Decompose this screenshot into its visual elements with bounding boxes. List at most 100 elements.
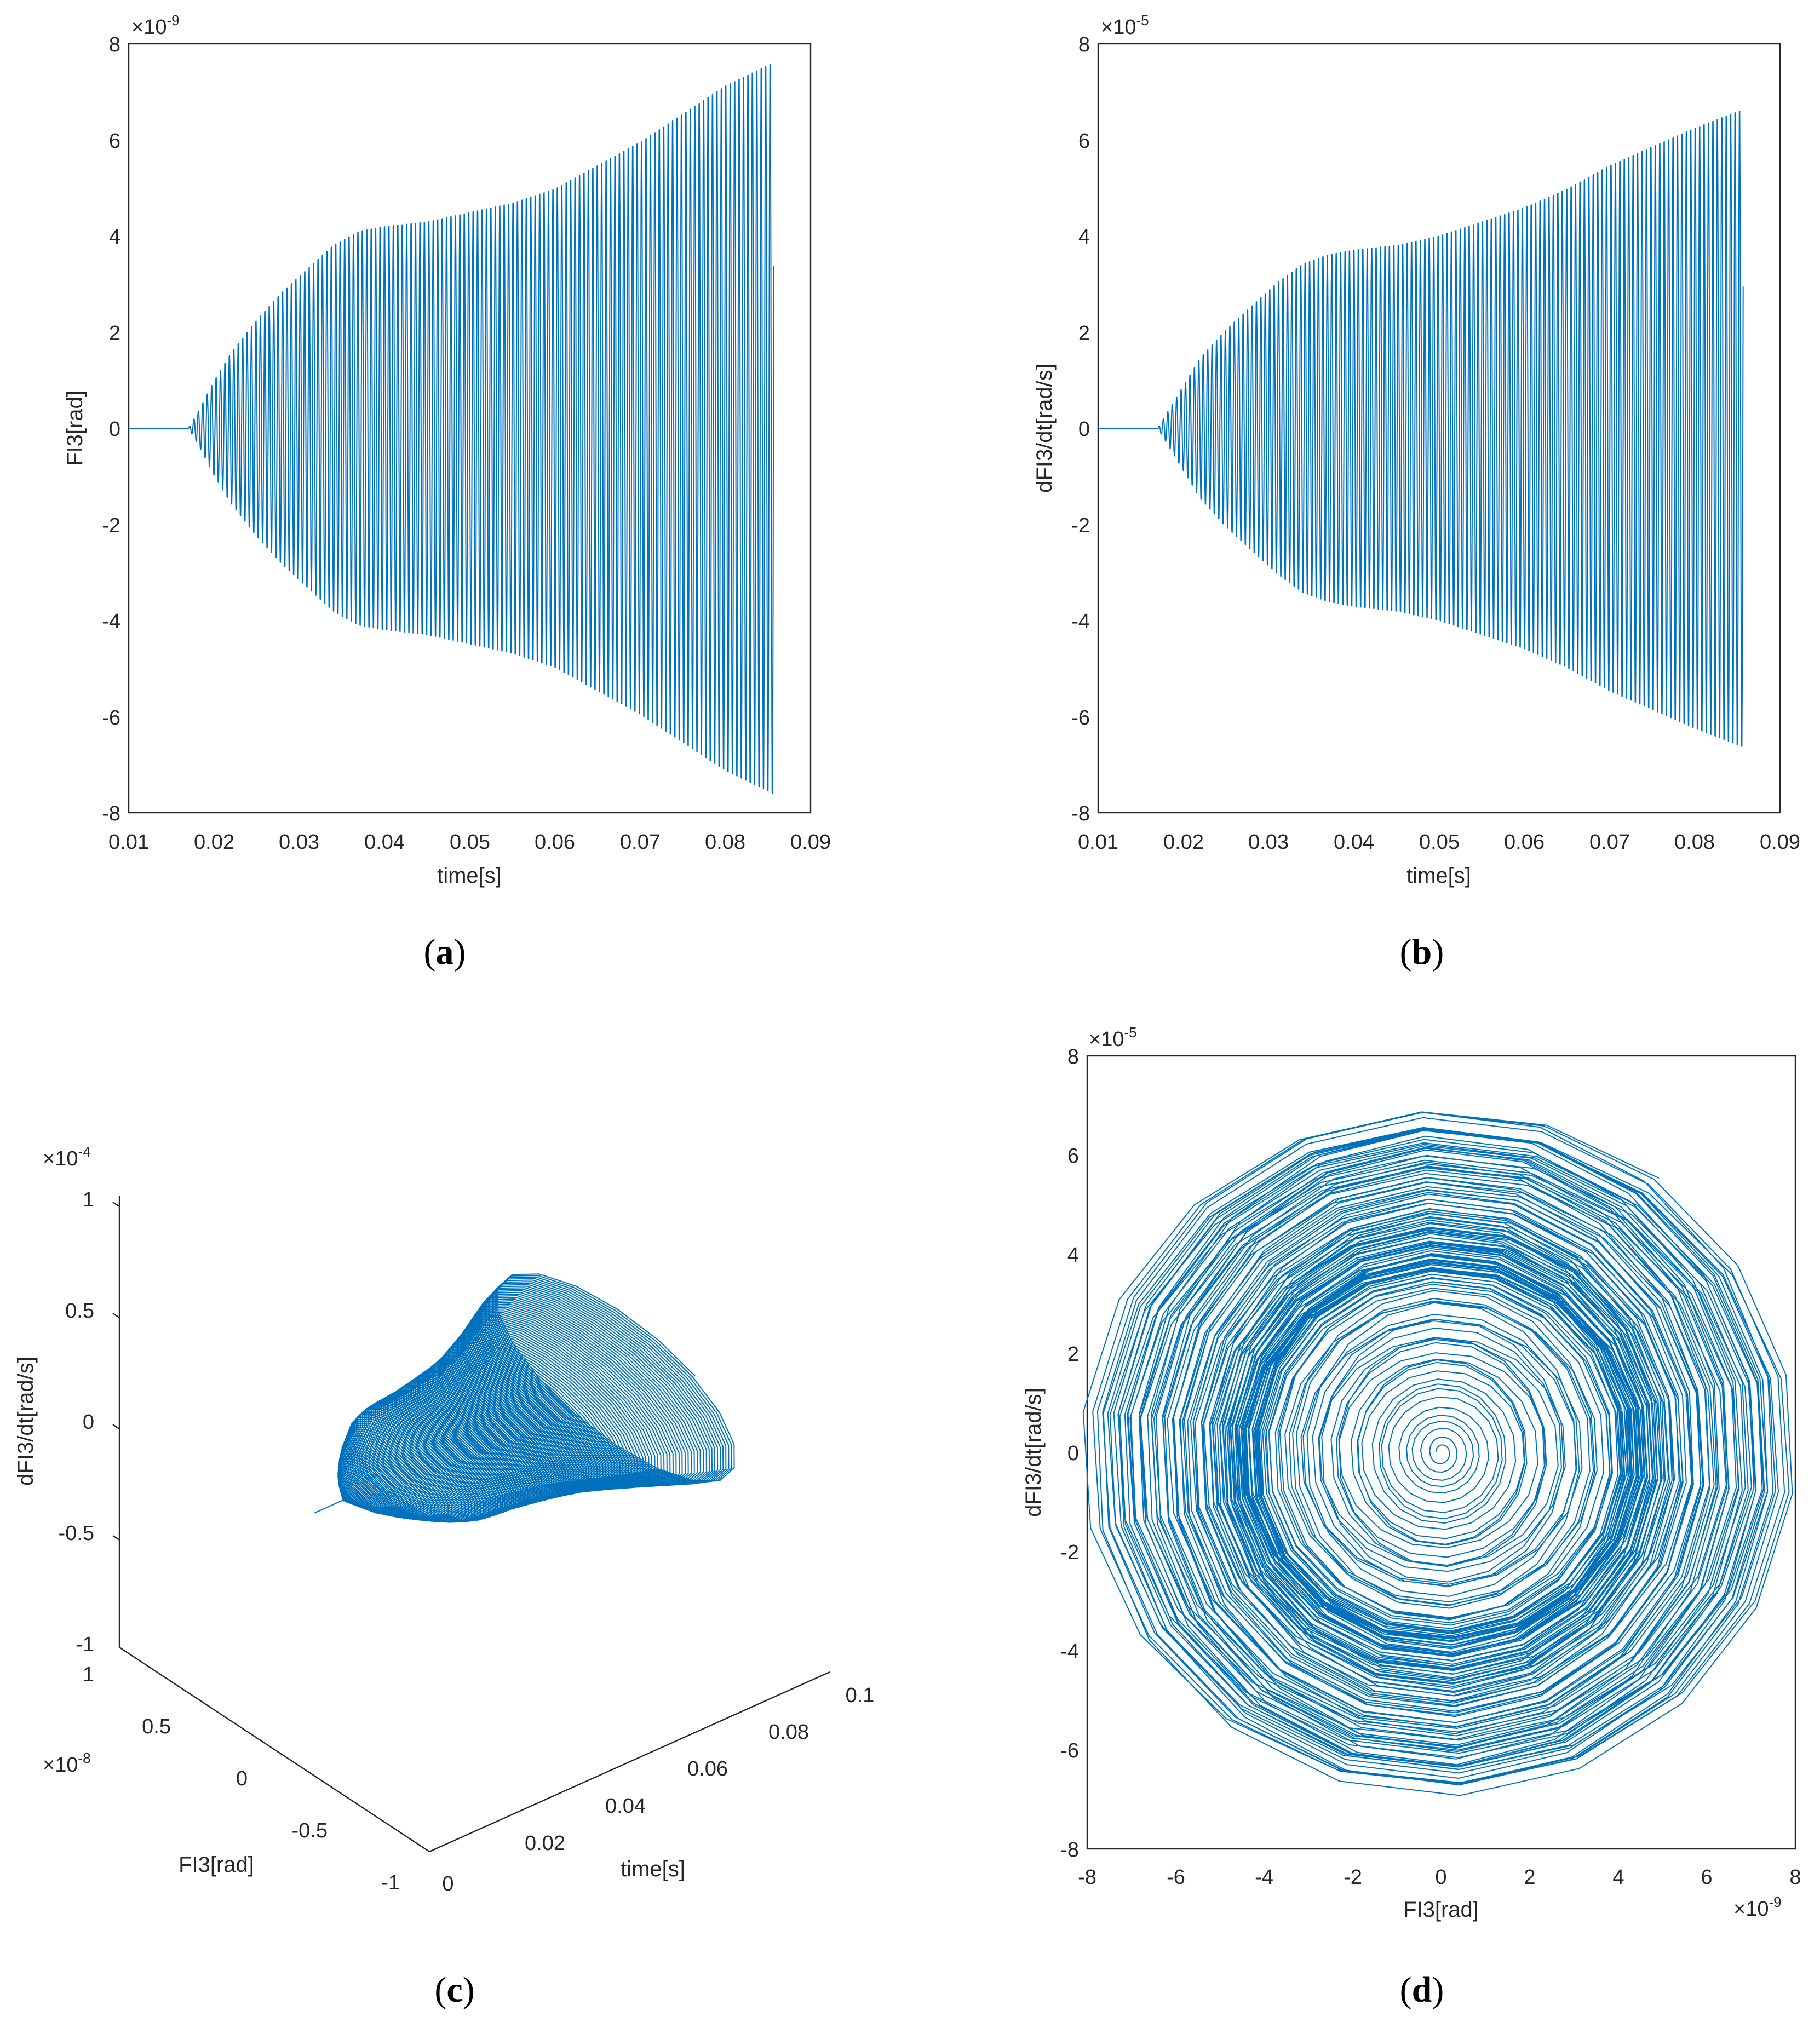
y-tick-label: -4: [1060, 1640, 1079, 1663]
x-axis-line: [429, 1671, 830, 1853]
x-tick-label: 0.06: [535, 831, 575, 854]
x-tick-label: 0.04: [1334, 831, 1374, 854]
y-tick-label: 6: [1078, 130, 1090, 153]
series-line-fi3: [129, 64, 774, 794]
x-exponent-label: ×10-9: [1733, 1894, 1782, 1921]
x-tick-label: 0.06: [687, 1757, 728, 1780]
x-tick: 0.02: [194, 831, 234, 854]
panel-b-xticks: 0.01 0.02 0.03 0.04 0.05 0.06 0.07 0.08 …: [1078, 831, 1800, 854]
y-tick-label: 4: [1078, 226, 1090, 249]
y-exponent-label: ×10-5: [1089, 1024, 1137, 1051]
x-tick: 0.05: [450, 831, 490, 854]
x-tick-label: 0.1: [846, 1684, 875, 1707]
panel-b-caption: (b): [1400, 932, 1444, 972]
y-tick-label: -6: [1071, 706, 1090, 729]
panel-d-caption: (d): [1400, 1970, 1444, 2010]
panel-c-yticks: 1 0.5 0 -0.5 -1: [83, 1663, 400, 1894]
panel-d-yticks: -8 -6 -4 -2 0 2 4 6 8: [1060, 1045, 1079, 1861]
x-tick-label: 0.05: [1419, 831, 1460, 854]
y-tick-label: 8: [1078, 33, 1090, 56]
y-tick-label: 8: [1067, 1045, 1079, 1068]
x-tick: 0.09: [790, 831, 831, 854]
x-axis-label: FI3[rad]: [1403, 1898, 1479, 1922]
y-exponent-label: ×10-8: [43, 1750, 91, 1777]
y-tick-label: 4: [109, 226, 120, 249]
y-tick-label: -2: [1071, 514, 1090, 537]
y-tick-label: 2: [109, 322, 120, 345]
x-axis-label: time[s]: [437, 864, 502, 888]
x-axis-label: time[s]: [1406, 864, 1471, 888]
y-axis-label: dFI3/dt[rad/s]: [1032, 364, 1057, 493]
y-tick-label: 6: [109, 130, 120, 153]
series-line: [1098, 110, 1744, 747]
panel-a: 0.01 0.02 0.03 0.04 0.05 0.06 0.07 0.08 …: [63, 12, 831, 972]
z-axis-label: dFI3/dt[rad/s]: [14, 1357, 38, 1486]
x-tick-label: 6: [1701, 1866, 1712, 1889]
x-tick-label: 4: [1612, 1866, 1624, 1889]
y-tick-label: 2: [1078, 322, 1090, 345]
series-line: [1082, 1111, 1793, 1796]
x-tick-label: 0.02: [1163, 831, 1204, 854]
x-tick-label: 0.07: [1589, 831, 1630, 854]
y-axis-label: FI3[rad]: [179, 1853, 254, 1877]
z-tick-label: 0.5: [65, 1300, 94, 1323]
z-tick-label: -0.5: [59, 1522, 94, 1545]
y-axis-label: dFI3/dt[rad/s]: [1021, 1388, 1046, 1517]
x-tick-label: 0.01: [1078, 831, 1118, 854]
z-tick-label: 1: [83, 1188, 94, 1211]
y-tick-label: -2: [102, 514, 120, 537]
x-tick-label: 0.03: [1248, 831, 1289, 854]
y-tick-label: -8: [102, 802, 120, 825]
series-line: [337, 1273, 735, 1523]
y-tick-label: 1: [83, 1663, 94, 1686]
z-tick-label: 0: [83, 1411, 94, 1434]
y-tick-label: -6: [102, 706, 120, 729]
y-axis-label: FI3[rad]: [63, 390, 87, 466]
z-tick-label: -1: [76, 1633, 94, 1656]
x-tick-label: -8: [1078, 1866, 1096, 1889]
panel-c-caption: (c): [434, 1970, 474, 2010]
y-tick-label: -1: [381, 1871, 400, 1894]
x-tick-label: 0.03: [279, 831, 319, 854]
x-tick-label: 0.08: [768, 1721, 809, 1744]
y-tick-label: 2: [1067, 1343, 1079, 1366]
x-tick-label: 0.07: [620, 831, 661, 854]
y-tick-label: -4: [102, 610, 120, 633]
x-tick-label: -6: [1167, 1866, 1185, 1889]
y-tick-label: -4: [1071, 610, 1090, 633]
y-tick-label: -2: [1060, 1541, 1079, 1564]
y-exponent-label: ×10-5: [1101, 12, 1149, 39]
x-tick-label: 0.05: [450, 831, 490, 854]
series-line-dfi3dt: [1098, 110, 1744, 747]
y-tick-label: -6: [1060, 1739, 1079, 1762]
x-tick: 0.07: [620, 831, 661, 854]
x-tick-label: 0: [1435, 1866, 1446, 1889]
x-tick-label: 0.09: [790, 831, 831, 854]
x-tick-label: -2: [1344, 1866, 1362, 1889]
series-line: [129, 64, 774, 794]
x-tick-label: 2: [1524, 1866, 1535, 1889]
panel-a-xticks: 0.01 0.02 0.03 0.04 0.05 0.06 0.07 0.08 …: [108, 831, 831, 854]
y-tick-label: 0: [1078, 418, 1090, 441]
x-tick: 0.06: [535, 831, 575, 854]
x-tick-label: -4: [1255, 1866, 1273, 1889]
y-axis-line: [119, 1646, 430, 1853]
x-tick: 0.01: [108, 831, 149, 854]
y-tick-label: 0.5: [142, 1715, 171, 1738]
x-tick-label: 0.02: [525, 1832, 565, 1855]
x-tick-label: 0.06: [1504, 831, 1545, 854]
y-tick-label: 4: [1067, 1244, 1079, 1267]
x-tick-label: 0.08: [705, 831, 745, 854]
x-axis-label: time[s]: [621, 1857, 685, 1881]
x-tick-label: 0.09: [1760, 831, 1800, 854]
y-tick-label: -8: [1071, 802, 1090, 825]
panel-d-xticks: -8 -6 -4 -2 0 2 4 6 8: [1078, 1866, 1801, 1889]
y-exponent-label: ×10-9: [131, 12, 180, 39]
series-line-phase-portrait: [1082, 1111, 1793, 1796]
z-exponent-label: ×10-4: [43, 1144, 91, 1170]
series-lead-line: [314, 1499, 343, 1514]
y-tick-label: 0: [109, 418, 120, 441]
panel-a-yticks: -8 -6 -4 -2 0 2 4 6 8: [102, 33, 120, 825]
panel-b-yticks: -8 -6 -4 -2 0 2 4 6 8: [1071, 33, 1090, 825]
